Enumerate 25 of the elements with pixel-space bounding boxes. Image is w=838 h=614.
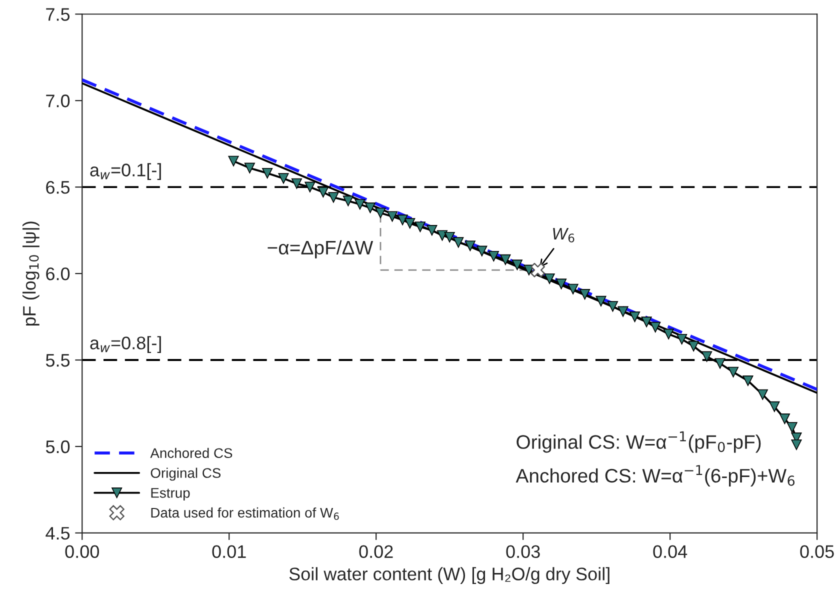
legend-label: Data used for estimation of W$_{6}$ (151, 507, 339, 520)
y-tick-label: 5.0 (46, 440, 70, 454)
legend-label: Original CS (150, 468, 221, 481)
x-tick-label: 0.04 (653, 545, 688, 558)
annotation: W$_{6}$ (553, 228, 574, 242)
y-tick-label: 5.5 (46, 354, 70, 367)
y-tick-label: 6.0 (46, 267, 70, 280)
annotation: −α=ΔpF/ΔW (268, 240, 374, 258)
x-tick-label: 0.03 (506, 545, 540, 558)
y-tick-label: 4.5 (46, 527, 70, 540)
y-tick-label: 7.5 (46, 8, 70, 21)
legend-label: Anchored CS (150, 448, 232, 458)
y-axis-title: pF (log$_{10}$ |ψ|) (22, 222, 40, 326)
annotation: Original CS: W=α$^{−1}$(pF$_{0}$-pF) (516, 431, 761, 453)
y-tick-label: 6.5 (46, 181, 70, 194)
legend-label: Estrup (151, 488, 190, 501)
annotation: a$_{w}$=0.8[-] (90, 336, 161, 353)
annotation: a$_{w}$=0.1[-] (90, 163, 161, 180)
x-tick-label: 0.02 (359, 545, 393, 558)
x-tick-label: 0.00 (65, 545, 99, 558)
y-tick-label: 7.0 (46, 94, 70, 108)
x-axis-title: Soil water content (W) [g H₂O/g dry Soil] (289, 567, 610, 584)
x-tick-label: 0.05 (800, 545, 834, 558)
x-tick-label: 0.01 (212, 545, 246, 558)
annotation: Anchored CS: W=α$^{−1}$(6-pF)+W$_{6}$ (516, 465, 795, 486)
